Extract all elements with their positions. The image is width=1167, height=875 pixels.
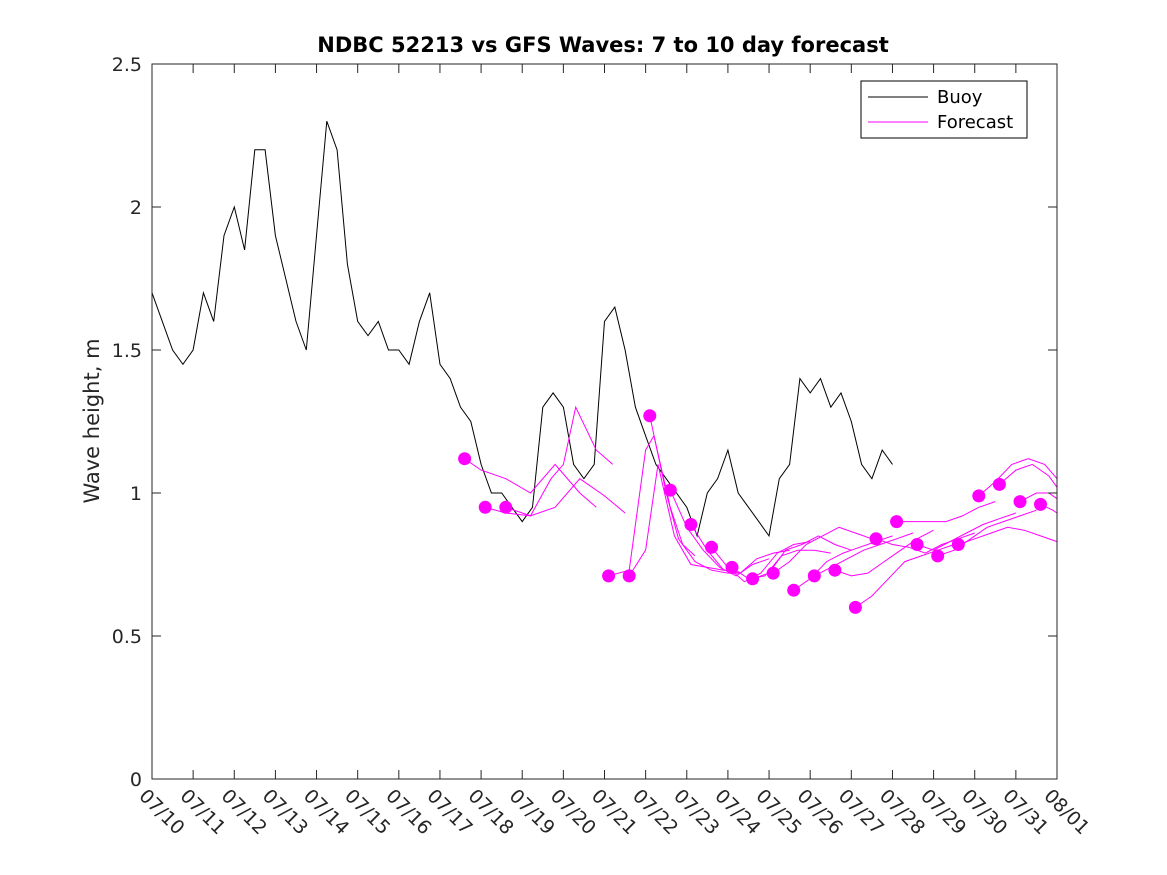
forecast-start-marker: [972, 489, 986, 503]
legend-forecast-label: Forecast: [937, 112, 1013, 133]
forecast-start-marker: [807, 569, 821, 583]
y-tick-label: 0.5: [112, 626, 142, 648]
forecast-start-marker: [828, 563, 842, 577]
forecast-start-marker: [1013, 495, 1027, 509]
forecast-start-marker: [622, 569, 636, 583]
forecast-run-line: [896, 501, 996, 523]
forecast-start-marker: [869, 532, 883, 546]
forecast-start-marker: [931, 549, 945, 563]
buoy-series-line: [151, 121, 893, 538]
forecast-run-line: [505, 405, 614, 517]
plot-area: [151, 121, 1058, 614]
forecast-start-marker: [458, 452, 472, 466]
forecast-run-line: [916, 512, 1017, 551]
legend-buoy-label: Buoy: [937, 87, 983, 108]
y-tick-label: 1.5: [112, 340, 142, 362]
forecast-start-marker: [992, 477, 1006, 491]
forecast-run-line: [978, 458, 1058, 497]
forecast-start-marker: [766, 566, 780, 580]
forecast-run-line: [999, 463, 1058, 488]
forecast-run-line: [772, 526, 873, 574]
forecast-run-line: [1019, 492, 1058, 503]
forecast-start-marker: [705, 540, 718, 554]
forecast-run-line: [937, 509, 1037, 557]
forecast-start-marker: [499, 500, 513, 514]
legend-box: [860, 80, 1028, 139]
forecast-start-marker: [951, 538, 965, 551]
y-tick-label: 1: [130, 483, 142, 505]
forecast-start-marker: [602, 569, 616, 583]
forecast-run-line: [628, 464, 724, 577]
forecast-start-marker: [684, 518, 698, 531]
y-tick-label: 0: [130, 769, 142, 791]
forecast-start-marker: [746, 572, 760, 586]
forecast-run-line: [464, 458, 597, 508]
chart-title: NDBC 52213 vs GFS Waves: 7 to 10 day for…: [317, 33, 888, 57]
forecast-start-marker: [663, 483, 677, 497]
forecast-start-marker: [1034, 497, 1047, 511]
forecast-start-marker: [787, 583, 801, 597]
forecast-start-marker: [848, 600, 862, 614]
y-tick-label: 2.5: [112, 54, 142, 76]
legend: Buoy Forecast: [860, 80, 1028, 139]
y-tick-label: 2: [130, 197, 142, 219]
forecast-start-marker: [643, 409, 657, 423]
forecast-start-marker: [478, 500, 492, 514]
forecast-start-marker: [910, 538, 924, 551]
forecast-run-line: [958, 526, 1058, 545]
forecast-start-marker: [725, 560, 739, 574]
forecast-start-marker: [890, 515, 904, 529]
y-axis-label: Wave height, m: [80, 338, 104, 503]
